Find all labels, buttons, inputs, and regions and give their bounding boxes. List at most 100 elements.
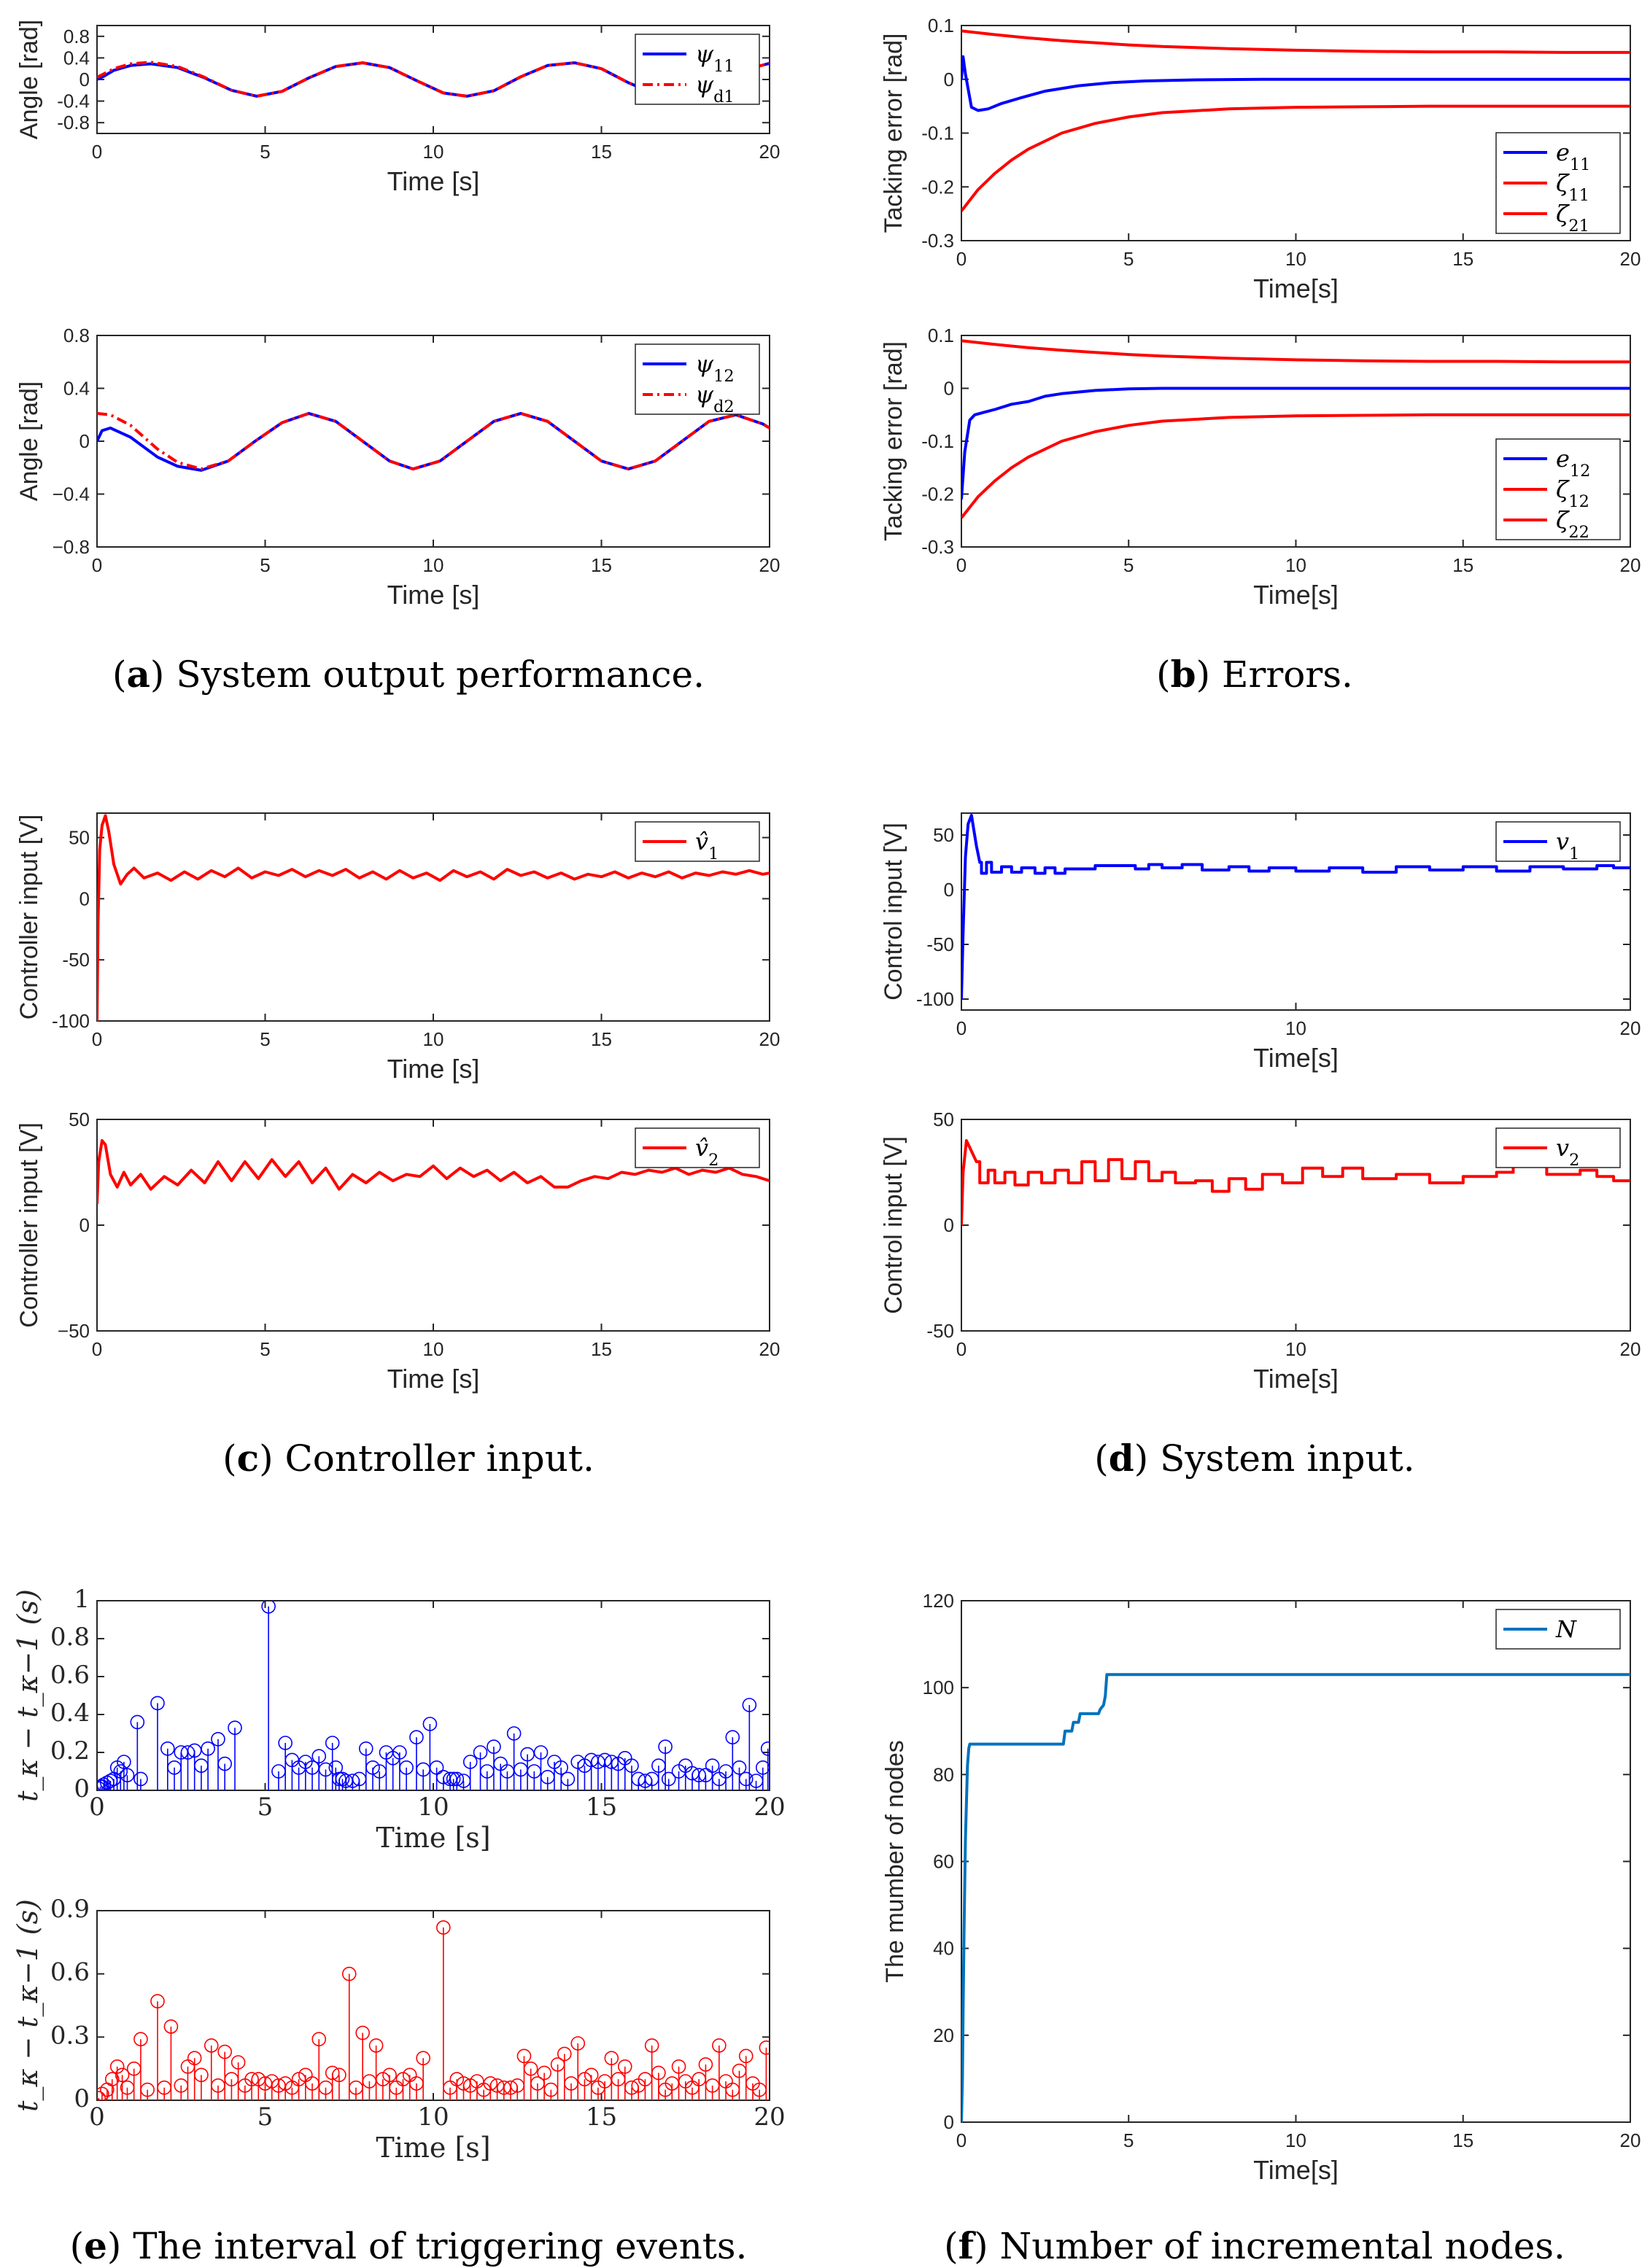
y-axis-label: Tacking error [rad] [880,34,907,233]
y-axis-label: Controller input [V] [15,1122,43,1328]
caption-b: (b) Errors. [1156,653,1353,696]
chart-f: 0 5 10 15 20 0 20 40 60 80 100 120 Time[s] The mumber… [881,1590,1641,2185]
stem-marker [201,1741,215,1756]
x-tick-label: 5 [1123,248,1134,270]
x-tick-label: 5 [1123,2129,1134,2151]
y-tick-label: 50 [69,1108,90,1130]
x-tick-label: 20 [754,2102,785,2132]
stem-marker [409,1730,424,1744]
x-tick-label: 10 [1285,248,1306,270]
x-tick-label: 0 [92,554,102,576]
y-tick-label: 0 [74,2084,90,2113]
x-tick-label: 10 [423,554,444,576]
stem-marker [537,2065,551,2081]
x-tick-label: 20 [1620,248,1641,270]
y-tick-label: 0.6 [50,1958,90,1987]
x-tick-label: 5 [1123,554,1134,576]
x-tick-label: 10 [423,1028,444,1050]
y-tick-label: 0 [80,430,90,452]
y-tick-label: -50 [926,933,954,955]
plot-area [97,1601,770,1790]
chart-a2: 0 5 10 15 20 −0.8 −0.4 0 0.4 0.8 Time [s] Angle [ra… [15,325,780,610]
y-tick-label: 0.6 [50,1661,90,1690]
caption-a: (a) System output performance. [112,653,705,696]
x-axis-label: Time[s] [1253,580,1339,610]
x-tick-label: 5 [257,1793,274,1822]
stem-marker [261,1601,276,1614]
x-tick-label: 0 [956,248,967,270]
stem-marker [368,2038,384,2053]
x-tick-label: 10 [417,2102,449,2132]
stem-marker [446,1771,461,1787]
y-tick-label: 0.2 [50,1736,90,1766]
caption-c: (c) Controller input. [222,1437,594,1480]
stem-marker [328,1760,344,1775]
y-axis-label: Controller input [V] [15,815,43,1020]
stem-marker [759,2040,770,2055]
stem-marker [487,1739,501,1754]
stem-marker [725,1730,740,1744]
y-tick-label: -0.8 [57,112,90,133]
stem-marker [133,1771,148,1787]
y-tick-label: 50 [69,827,90,849]
stem-marker [358,1741,373,1756]
y-tick-label: −0.4 [53,483,90,505]
stem-marker [117,1755,131,1769]
x-tick-label: 15 [586,1793,617,1822]
stem-marker [604,1755,619,1769]
y-tick-label: 0.4 [63,378,90,400]
y-tick-label: 50 [933,1108,954,1130]
series-line [97,411,770,471]
x-tick-label: 10 [1285,1017,1306,1039]
stem-marker [97,1781,106,1790]
y-axis-label: Tacking error [rad] [880,341,907,541]
stem-marker [392,1745,407,1760]
series-line [961,387,1630,500]
stem-marker [160,1741,175,1756]
y-axis-label: t_κ − t_κ−1 (s) [12,1589,44,1802]
y-tick-label: 0 [944,879,954,901]
y-tick-label: 0 [74,1774,90,1803]
series-line [961,413,1630,519]
stem-marker [436,1920,451,1935]
stem-marker [429,1760,444,1775]
y-tick-label: 0 [944,69,954,90]
x-tick-label: 10 [1285,1338,1306,1360]
stem-marker [738,2048,754,2064]
stem-marker [671,2059,686,2074]
y-tick-label: 0.8 [63,26,90,47]
stem-marker [506,1726,522,1741]
stem-marker [483,2076,498,2091]
legend-label: ψ12 [695,350,735,386]
y-tick-label: 0 [80,888,90,909]
stem-marker [712,2038,727,2053]
legend: v1 [1495,821,1621,863]
plot-area [961,1139,1630,1226]
stem-marker [341,1966,357,1981]
x-tick-label: 5 [260,1338,270,1360]
x-tick-label: 15 [1452,248,1473,270]
x-tick-label: 20 [1620,2129,1641,2151]
x-tick-label: 0 [956,554,967,576]
x-tick-label: 0 [92,141,102,163]
stem-marker [311,1749,327,1763]
chart-b2: 0 5 10 15 20 -0.3 -0.2 -0.1 0 0.1 Time[s] Tacking e… [880,325,1641,610]
stem-marker [211,1732,225,1747]
legend-label: v1 [1556,828,1579,863]
stem-marker [738,1771,754,1787]
y-tick-label: 0 [80,1214,90,1236]
stem-marker [115,2067,130,2083]
y-tick-label: 80 [933,1763,954,1785]
stem-marker [150,1696,165,1711]
stem-marker [231,2055,246,2070]
y-tick-label: 0.1 [928,15,954,36]
y-tick-label: 40 [933,1938,954,1960]
stem-marker [617,2059,632,2074]
y-tick-label: 50 [933,824,954,846]
x-tick-label: 5 [260,1028,270,1050]
axes-frame [961,1600,1631,2123]
stem-marker [120,1768,135,1782]
